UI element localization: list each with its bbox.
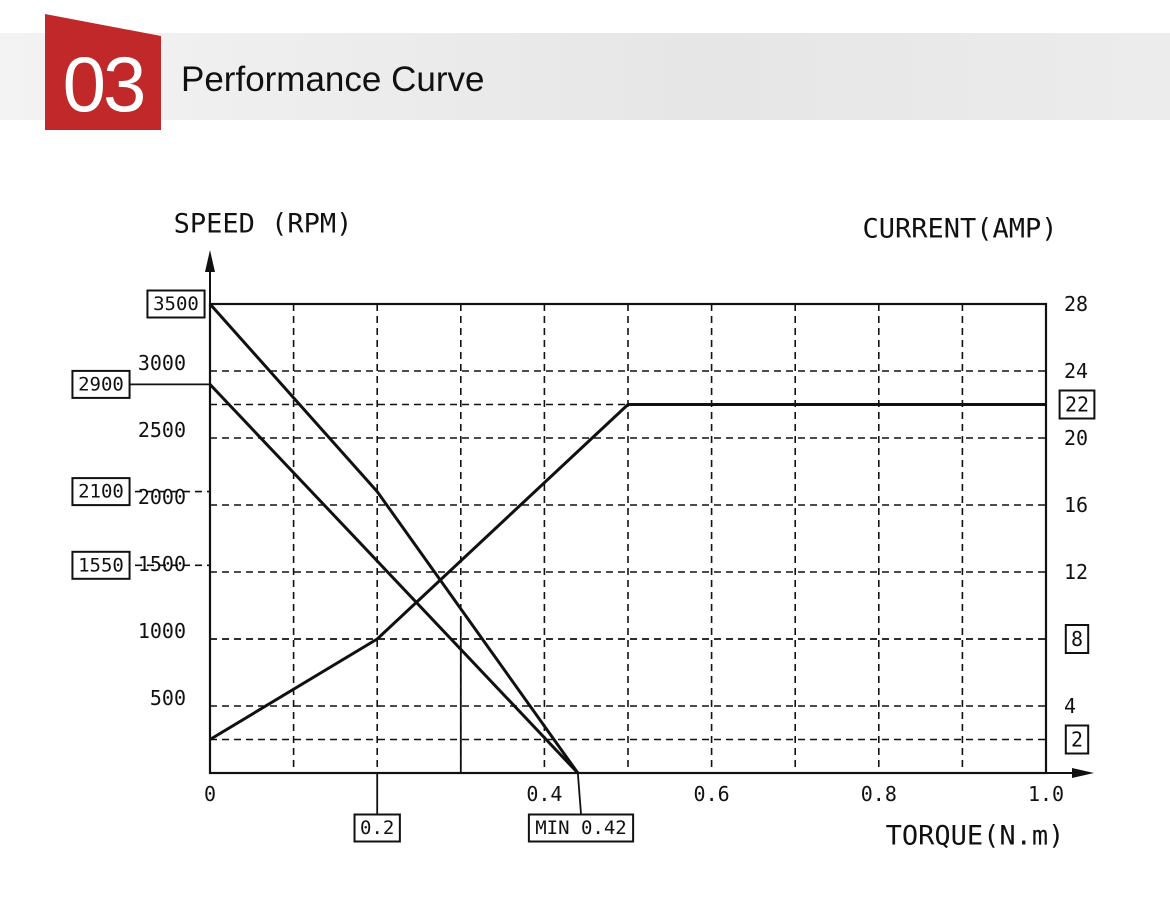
y-left-tick-label: 3000 <box>138 351 186 375</box>
boxed-label-left: 2900 <box>78 373 124 395</box>
chart-frame <box>205 250 1094 778</box>
boxed-label-right-box <box>1064 724 1090 755</box>
chart-series <box>208 303 1046 775</box>
chart-labels: 0 0.4 0.6 0.8 1.0 500 1000 1500 2000 2500 3000 4 12 1… <box>71 209 1096 852</box>
y-left-tick-label: 2500 <box>138 418 186 442</box>
boxed-label-left: 3500 <box>153 293 199 315</box>
series-line-2 <box>209 403 1046 741</box>
y-left-axis-title: SPEED (RPM) <box>174 209 353 240</box>
x-tick-label: 0.8 <box>861 782 897 806</box>
section-number-badge <box>45 14 161 130</box>
header-bar <box>0 33 1170 120</box>
boxed-label-right-box <box>1058 389 1096 420</box>
boxed-label-bottom: 0.2 <box>360 817 394 839</box>
x-tick-label: 0.4 <box>526 782 562 806</box>
boxed-label-right: 8 <box>1071 627 1083 651</box>
boxed-label-right-box <box>1064 624 1090 654</box>
y-left-tick-label: 2000 <box>138 485 186 509</box>
x-axis-title: TORQUE(N.m) <box>886 821 1065 852</box>
y-right-tick-label: 24 <box>1064 359 1088 383</box>
y-right-tick-label: 28 <box>1064 292 1088 316</box>
y-right-tick-label: 20 <box>1064 426 1088 450</box>
badge-shape <box>45 14 161 130</box>
bottom-leader-line <box>576 772 582 815</box>
y-right-axis-title: CURRENT(AMP) <box>862 214 1057 245</box>
y-left-tick-label: 500 <box>150 686 186 710</box>
boxed-label-left-box <box>71 477 131 507</box>
plot-frame <box>208 302 1048 775</box>
boxed-label-left-box <box>146 289 206 319</box>
y-left-tick-label: 1000 <box>138 619 186 643</box>
section-number: 03 <box>62 40 147 128</box>
boxed-label-left: 1550 <box>78 554 124 576</box>
y-axis-arrow <box>205 250 215 272</box>
boxed-label-bottom: MIN 0.42 <box>535 817 627 839</box>
boxed-label-left-box <box>71 550 131 580</box>
boxed-label-bottom-box <box>527 813 635 843</box>
page-title: Performance Curve <box>181 60 485 99</box>
y-right-tick-label: 4 <box>1064 694 1076 718</box>
x-tick-label: 1.0 <box>1028 782 1064 806</box>
boxed-label-left: 2100 <box>78 481 124 503</box>
boxed-label-right: 2 <box>1071 728 1083 752</box>
y-left-tick-label: 1500 <box>138 552 186 576</box>
y-right-tick-label: 12 <box>1064 560 1088 584</box>
series-line-1 <box>208 383 579 775</box>
header-banner: 03 Performance Curve <box>0 0 1170 140</box>
x-tick-label: 0 <box>204 782 216 806</box>
x-tick-label: 0.6 <box>694 782 730 806</box>
series-line-0 <box>208 303 580 774</box>
boxed-label-right: 22 <box>1065 393 1089 417</box>
boxed-label-bottom-box <box>353 813 401 843</box>
y-right-tick-label: 16 <box>1064 493 1088 517</box>
x-axis-arrow <box>1072 768 1094 778</box>
